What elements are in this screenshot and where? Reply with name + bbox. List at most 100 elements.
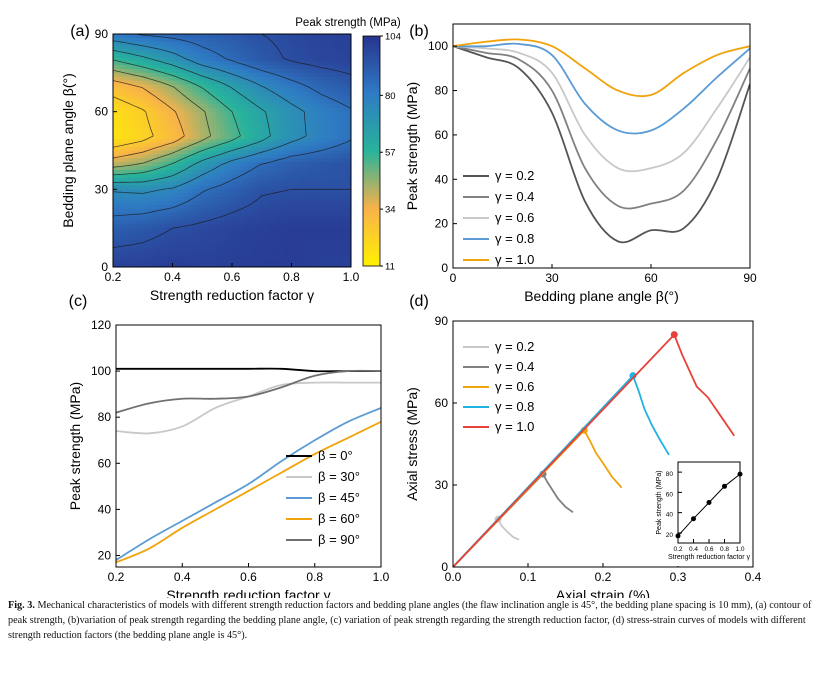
heatmap-cell	[287, 123, 293, 128]
heatmap-cell	[128, 232, 134, 237]
heatmap-cell	[124, 34, 130, 39]
heatmap-cell	[120, 162, 126, 167]
heatmap-cell	[255, 53, 261, 58]
heatmap-cell	[243, 247, 249, 253]
heatmap-cell	[315, 216, 320, 221]
x-tick-label: 0.6	[224, 270, 241, 284]
heatmap-cell	[160, 68, 166, 74]
heatmap-cell	[275, 189, 281, 194]
heatmap-cell	[263, 228, 269, 233]
heatmap-cell	[228, 154, 233, 159]
heatmap-cell	[136, 115, 142, 121]
inset-point	[691, 516, 696, 522]
heatmap-cell	[224, 158, 229, 163]
heatmap-cell	[116, 193, 122, 198]
heatmap-cell	[156, 200, 162, 206]
heatmap-cell	[212, 247, 217, 253]
heatmap-cell	[132, 88, 138, 93]
heatmap-cell	[335, 216, 340, 221]
heatmap-cell	[128, 142, 134, 148]
heatmap-cell	[200, 197, 205, 202]
caption-text: Mechanical characteristics of models wit…	[8, 600, 812, 641]
heatmap-cell	[176, 212, 182, 218]
heatmap-cell	[148, 92, 154, 97]
heatmap-cell	[327, 185, 332, 190]
heatmap-cell	[160, 251, 166, 256]
heatmap-cell	[255, 88, 261, 93]
heatmap-cell	[116, 119, 122, 124]
heatmap-cell	[188, 228, 193, 233]
heatmap-cell	[283, 251, 289, 256]
heatmap-cell	[247, 92, 253, 97]
heatmap-cell	[315, 138, 320, 144]
heatmap-cell	[323, 224, 328, 229]
heatmap-cell	[319, 185, 324, 190]
heatmap-cell	[224, 263, 229, 267]
heatmap-cell	[124, 173, 130, 179]
y-tick-label: 30	[435, 478, 449, 492]
heatmap-cell	[271, 92, 277, 97]
heatmap-cell	[228, 34, 233, 39]
heatmap-cell	[271, 212, 277, 218]
heatmap-cell	[204, 119, 209, 124]
heatmap-cell	[251, 181, 257, 187]
heatmap-cell	[315, 263, 320, 267]
heatmap-cell	[220, 45, 225, 51]
heatmap-cell	[128, 185, 134, 190]
heatmap-cell	[200, 216, 205, 221]
heatmap-cell	[327, 251, 332, 256]
heatmap-cell	[164, 65, 170, 70]
heatmap-cell	[232, 119, 237, 124]
heatmap-cell	[291, 45, 297, 51]
heatmap-cell	[255, 169, 261, 175]
heatmap-cell	[295, 158, 301, 163]
heatmap-cell	[164, 103, 170, 109]
heatmap-cell	[339, 96, 344, 101]
heatmap-cell	[275, 111, 281, 117]
heatmap-cell	[228, 68, 233, 74]
heatmap-cell	[188, 216, 193, 221]
heatmap-cell	[216, 80, 221, 86]
heatmap-cell	[128, 88, 134, 93]
heatmap-cell	[303, 177, 308, 183]
heatmap-cell	[307, 204, 312, 210]
heatmap-cell	[275, 134, 281, 140]
heatmap-cell	[144, 34, 150, 39]
heatmap-cell	[220, 235, 225, 241]
heatmap-cell	[184, 162, 189, 167]
heatmap-cell	[275, 100, 281, 105]
heatmap-cell	[315, 232, 320, 237]
caption-label: Fig. 3.	[8, 600, 35, 611]
heatmap-cell	[132, 158, 138, 163]
heatmap-cell	[291, 88, 297, 93]
heatmap-cell	[347, 92, 351, 97]
heatmap-cell	[216, 103, 221, 109]
heatmap-cell	[144, 189, 150, 194]
heatmap-cell	[140, 37, 146, 43]
heatmap-cell	[239, 220, 245, 225]
heatmap-cell	[295, 131, 301, 136]
heatmap-cell	[200, 255, 205, 260]
heatmap-cell	[299, 123, 304, 128]
heatmap-cell	[235, 103, 241, 109]
heatmap-cell	[323, 212, 328, 218]
heatmap-cell	[307, 216, 312, 221]
heatmap-cell	[113, 68, 118, 74]
heatmap-cell	[303, 146, 308, 152]
heatmap-cell	[200, 263, 205, 267]
heatmap-cell	[196, 115, 201, 121]
heatmap-cell	[180, 197, 185, 202]
heatmap-cell	[243, 243, 249, 249]
heatmap-cell	[303, 181, 308, 187]
heatmap-cell	[180, 189, 185, 194]
heatmap-cell	[180, 61, 185, 66]
heatmap-cell	[136, 88, 142, 93]
heatmap-cell	[216, 263, 221, 267]
heatmap-cell	[128, 235, 134, 241]
heatmap-cell	[116, 80, 122, 86]
heatmap-cell	[224, 232, 229, 237]
heatmap-cell	[327, 123, 332, 128]
heatmap-cell	[152, 255, 158, 260]
heatmap-cell	[192, 103, 197, 109]
